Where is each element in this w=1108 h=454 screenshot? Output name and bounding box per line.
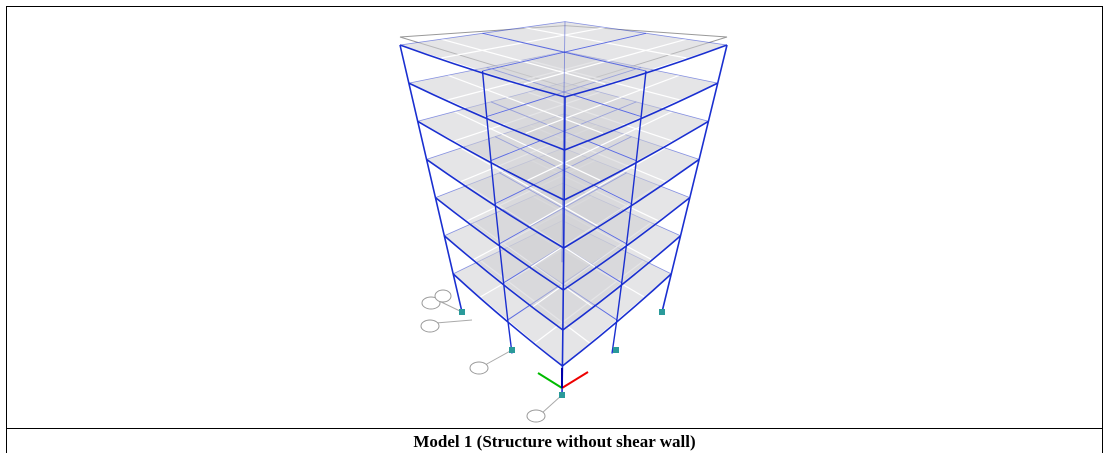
support [659,309,665,315]
caption: Model 1 (Structure without shear wall) [413,432,695,452]
grid-bubble [527,410,545,422]
support [559,392,565,398]
grid-line [485,350,512,365]
support [613,347,619,353]
grid-bubble [470,362,488,374]
support [509,347,515,353]
axis-y [538,373,562,388]
grid-bubble [435,290,451,302]
page: Model 1 (Structure without shear wall) (… [0,0,1108,454]
grid-bubble [421,320,439,332]
caption-row: Model 1 (Structure without shear wall) [7,428,1102,454]
support [459,309,465,315]
axis-x [562,372,588,388]
grid-line [436,320,472,323]
structure-model [0,0,1108,427]
